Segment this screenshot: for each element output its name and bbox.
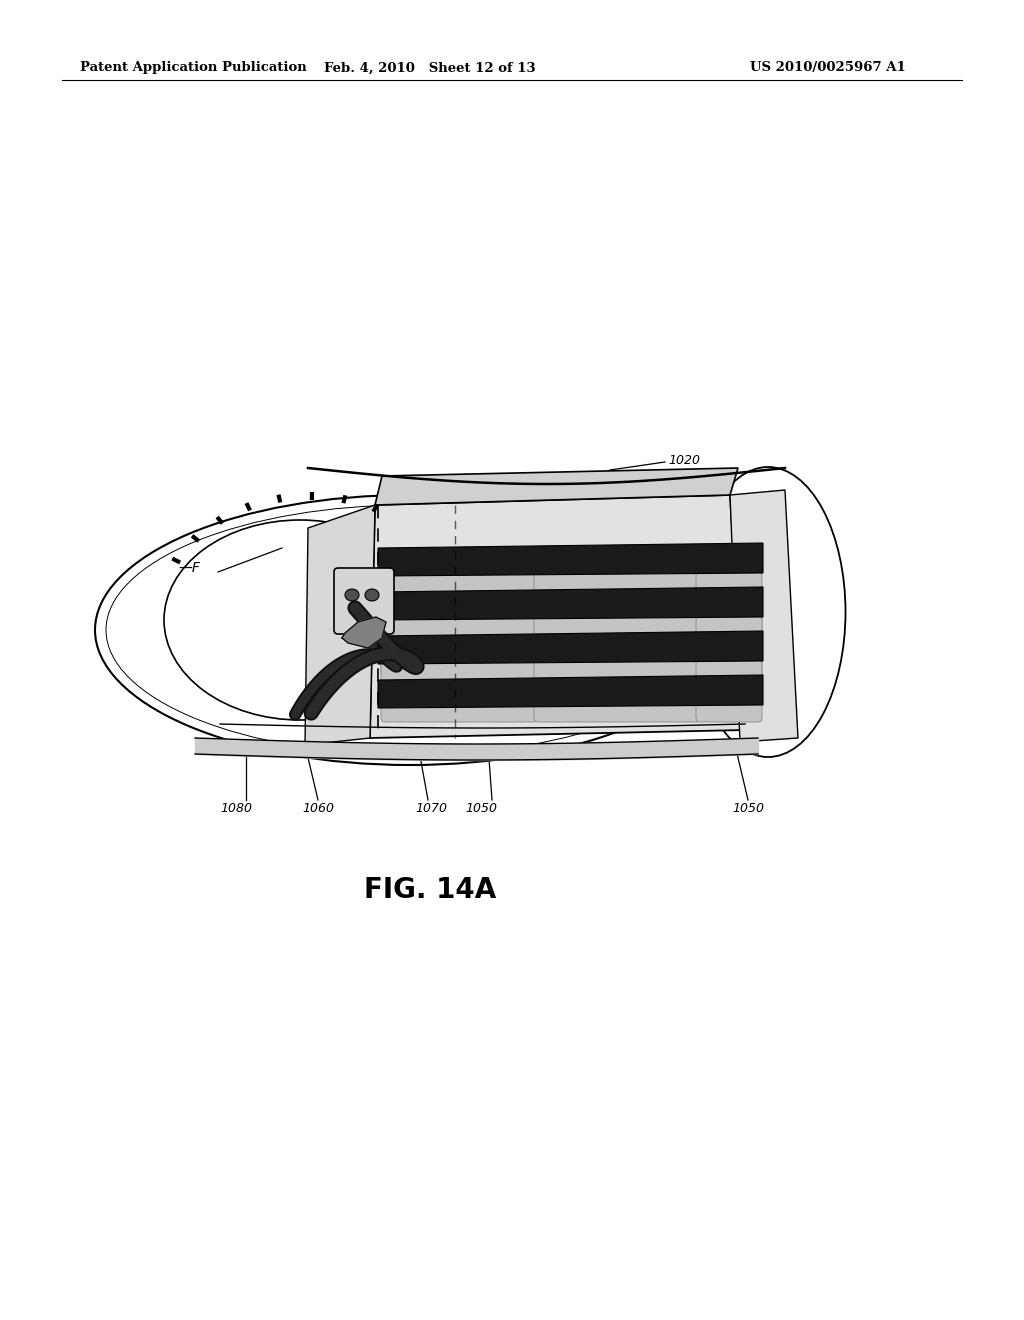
- Polygon shape: [305, 506, 375, 744]
- Text: 1050: 1050: [465, 801, 497, 814]
- Text: Patent Application Publication: Patent Application Publication: [80, 62, 307, 74]
- FancyBboxPatch shape: [334, 568, 394, 634]
- FancyBboxPatch shape: [381, 572, 537, 634]
- Text: —F: —F: [178, 561, 200, 576]
- Polygon shape: [375, 469, 738, 506]
- Text: Feb. 4, 2010   Sheet 12 of 13: Feb. 4, 2010 Sheet 12 of 13: [325, 62, 536, 74]
- Ellipse shape: [365, 589, 379, 601]
- Polygon shape: [378, 587, 763, 620]
- FancyBboxPatch shape: [534, 572, 700, 634]
- FancyBboxPatch shape: [381, 660, 537, 722]
- Polygon shape: [730, 490, 798, 742]
- Text: 1050: 1050: [732, 801, 764, 814]
- FancyBboxPatch shape: [534, 660, 700, 722]
- Polygon shape: [342, 616, 386, 648]
- FancyBboxPatch shape: [696, 660, 762, 722]
- Polygon shape: [378, 543, 763, 576]
- Text: 1060: 1060: [302, 801, 334, 814]
- FancyBboxPatch shape: [696, 572, 762, 634]
- Text: 1080: 1080: [220, 801, 252, 814]
- Ellipse shape: [345, 589, 359, 601]
- FancyBboxPatch shape: [381, 616, 537, 678]
- Text: 1070: 1070: [415, 801, 447, 814]
- Polygon shape: [378, 675, 763, 708]
- Text: 1020: 1020: [668, 454, 700, 466]
- Polygon shape: [378, 631, 763, 664]
- FancyBboxPatch shape: [696, 616, 762, 678]
- Text: US 2010/0025967 A1: US 2010/0025967 A1: [750, 62, 906, 74]
- Text: FIG. 14A: FIG. 14A: [364, 876, 496, 904]
- FancyBboxPatch shape: [534, 616, 700, 678]
- Polygon shape: [370, 495, 745, 738]
